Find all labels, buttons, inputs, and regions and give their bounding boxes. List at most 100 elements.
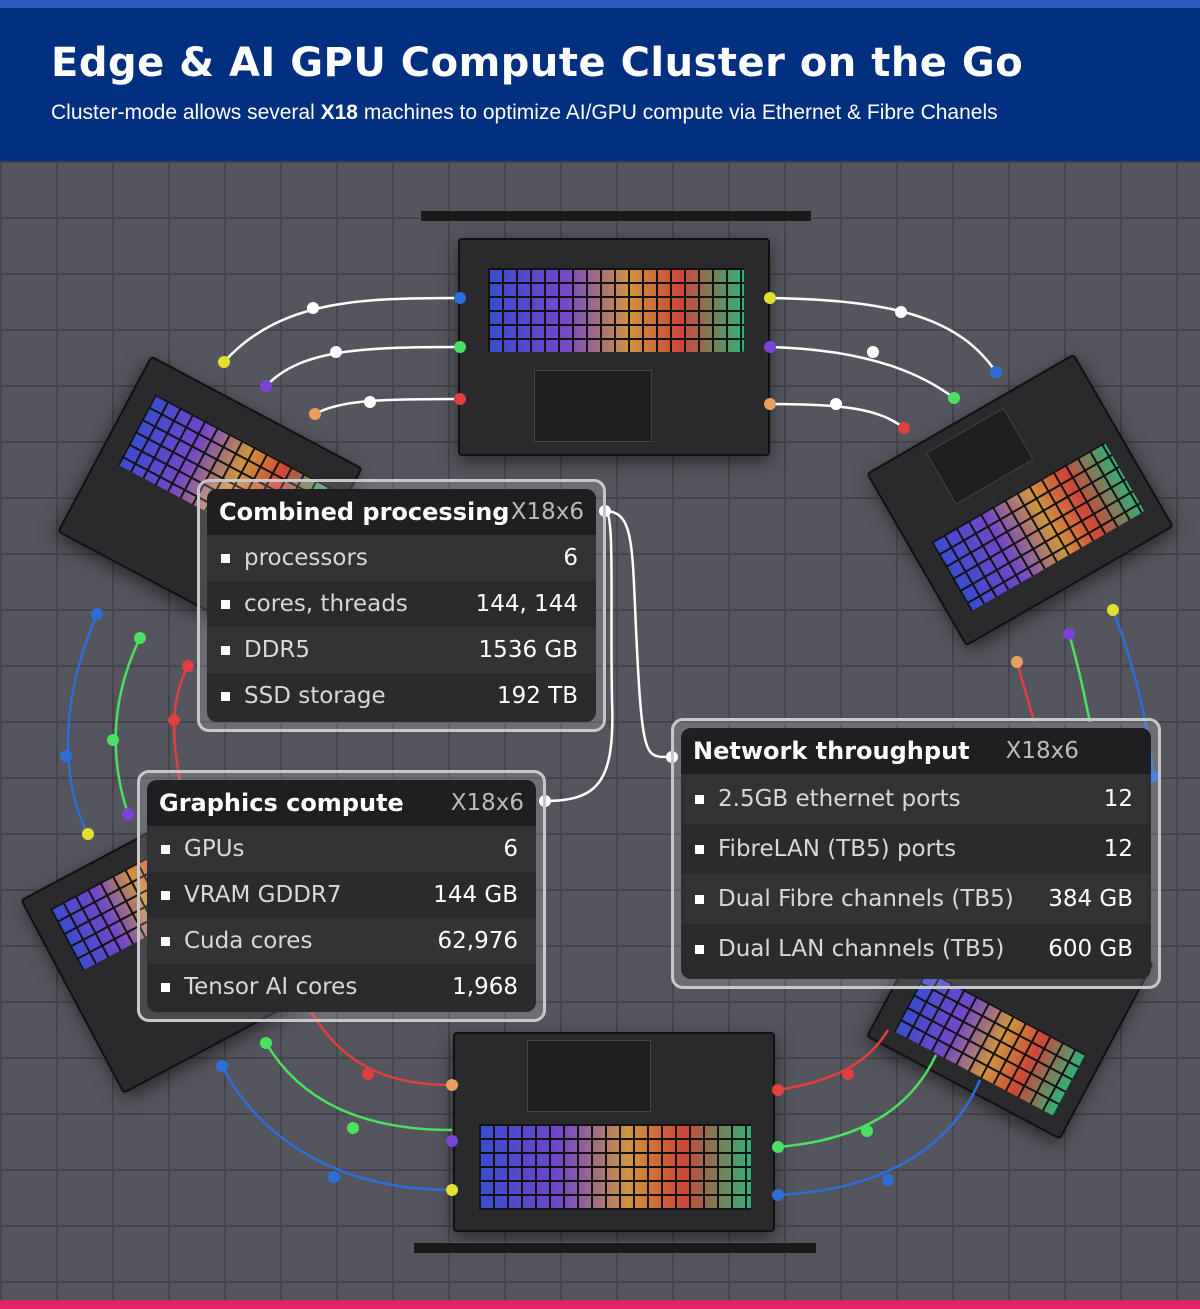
spec-value: 6 [563, 545, 578, 571]
bullet-icon [161, 891, 170, 900]
bullet-icon [695, 895, 704, 904]
bullet-icon [161, 937, 170, 946]
subtitle-text-end: machines to optimize AI/GPU compute via … [357, 101, 998, 124]
spec-value: 144 GB [433, 882, 518, 908]
connector-dot [1011, 656, 1023, 668]
connector-dot [309, 408, 321, 420]
connector-dot [895, 306, 907, 318]
bullet-icon [695, 945, 704, 954]
connector-dot [764, 292, 776, 304]
connector-dot [60, 750, 72, 762]
spec-label: processors [221, 545, 368, 571]
top-stripe [0, 0, 1200, 8]
connector-dot [218, 356, 230, 368]
spec-row: Dual Fibre channels (TB5) 384 GB [681, 874, 1151, 924]
spec-row: cores, threads 144, 144 [207, 581, 596, 627]
spec-value: 144, 144 [475, 591, 578, 617]
connector-dot [898, 422, 910, 434]
connector-dot [446, 1184, 458, 1196]
spec-label: 2.5GB ethernet ports [695, 786, 961, 812]
connector-dot [772, 1141, 784, 1153]
spec-row: 2.5GB ethernet ports 12 [681, 774, 1151, 824]
bullet-icon [695, 795, 704, 804]
connector-dot [330, 346, 342, 358]
connector-dot [91, 608, 103, 620]
connector-dot [364, 396, 376, 408]
connector-dot [446, 1135, 458, 1147]
bullet-icon [221, 554, 230, 563]
panel-title: Network throughput [693, 737, 970, 765]
connector-dot [446, 1079, 458, 1091]
spec-row: Dual LAN channels (TB5) 600 GB [681, 924, 1151, 974]
spec-value: 1,968 [452, 974, 518, 1000]
spec-row: Cuda cores 62,976 [147, 918, 536, 964]
subtitle-model: X18 [320, 101, 358, 124]
spec-label: Tensor AI cores [161, 974, 357, 1000]
bullet-icon [695, 845, 704, 854]
page-title: Edge & AI GPU Compute Cluster on the Go [51, 40, 1024, 86]
bullet-icon [221, 600, 230, 609]
spec-row: FibreLAN (TB5) ports 12 [681, 824, 1151, 874]
bottom-stripe [0, 1300, 1200, 1309]
spec-row: GPUs 6 [147, 826, 536, 872]
spec-value: 384 GB [1048, 886, 1133, 912]
panel-network-throughput: Network throughput X18x6 2.5GB ethernet p… [671, 718, 1161, 989]
panel-title: Combined processing [219, 498, 510, 526]
connector-dot [168, 714, 180, 726]
spec-value: 600 GB [1048, 936, 1133, 962]
connector-dot [362, 1068, 374, 1080]
panel-model: X18x6 [510, 499, 584, 525]
header-banner: Edge & AI GPU Compute Cluster on the Go … [0, 8, 1200, 161]
connector-dot [260, 1037, 272, 1049]
connector-dot [990, 366, 1002, 378]
spec-row: processors 6 [207, 535, 596, 581]
connector-dot [260, 380, 272, 392]
panel-model: X18x6 [1005, 738, 1079, 764]
spec-label: DDR5 [221, 637, 310, 663]
spec-label: cores, threads [221, 591, 408, 617]
page-subtitle: Cluster-mode allows several X18 machines… [51, 101, 998, 125]
spec-label: VRAM GDDR7 [161, 882, 342, 908]
connector-dot [328, 1171, 340, 1183]
spec-label: Dual Fibre channels (TB5) [695, 886, 1014, 912]
spec-row: VRAM GDDR7 144 GB [147, 872, 536, 918]
connector-dot [122, 808, 134, 820]
spec-label: FibreLAN (TB5) ports [695, 836, 956, 862]
laptop-bottom [413, 1032, 817, 1254]
spec-value: 6 [503, 836, 518, 862]
connector-dot [134, 632, 146, 644]
panel-model: X18x6 [450, 790, 524, 816]
connector-dot [1063, 628, 1075, 640]
bullet-icon [161, 983, 170, 992]
connector-dot [772, 1084, 784, 1096]
connector-dot [764, 398, 776, 410]
spec-label: Cuda cores [161, 928, 312, 954]
connector-dot [347, 1122, 359, 1134]
spec-value: 192 TB [496, 683, 578, 709]
spec-value: 1536 GB [478, 637, 578, 663]
connector-dot [216, 1060, 228, 1072]
spec-value: 12 [1103, 836, 1133, 862]
connector-dot [454, 292, 466, 304]
panel-graphics-compute: Graphics compute X18x6 GPUs 6 VRAM GDDR7 144… [137, 770, 546, 1022]
connector-dot [107, 734, 119, 746]
bullet-icon [221, 646, 230, 655]
connector-dot [764, 341, 776, 353]
panel-title: Graphics compute [159, 789, 404, 817]
connector-dot [454, 393, 466, 405]
connector-dot [948, 392, 960, 404]
connector-dot [182, 660, 194, 672]
connector-dot [82, 828, 94, 840]
bullet-icon [221, 692, 230, 701]
connector-dot [830, 398, 842, 410]
panel-combined-processing: Combined processing X18x6 processors 6 core… [197, 479, 606, 732]
spec-row: SSD storage 192 TB [207, 673, 596, 719]
connector-dot [882, 1174, 894, 1186]
spec-row: DDR5 1536 GB [207, 627, 596, 673]
spec-value: 12 [1103, 786, 1133, 812]
connector-dot [1107, 604, 1119, 616]
spec-label: SSD storage [221, 683, 386, 709]
connector-dot [772, 1189, 784, 1201]
spec-label: Dual LAN channels (TB5) [695, 936, 1004, 962]
